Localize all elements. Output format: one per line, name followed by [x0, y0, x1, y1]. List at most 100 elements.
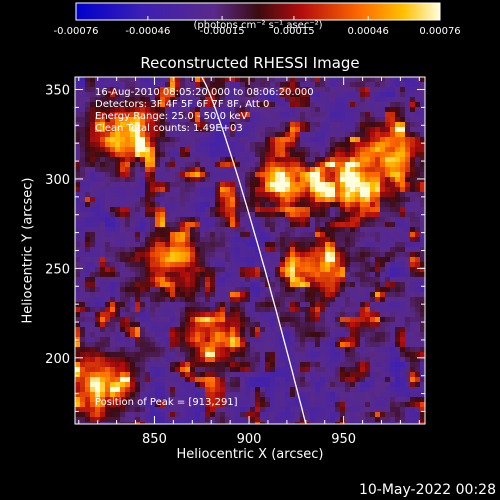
heatmap-cell [385, 122, 391, 128]
heatmap-cell [125, 362, 131, 368]
heatmap-cell [350, 212, 356, 218]
heatmap-cell [260, 352, 266, 358]
heatmap-cell [280, 347, 286, 353]
heatmap-cell [365, 352, 371, 358]
heatmap-cell [210, 132, 216, 138]
heatmap-cell [255, 137, 261, 143]
heatmap-cell [105, 332, 111, 338]
heatmap-cell [395, 362, 401, 368]
heatmap-cell [140, 317, 146, 323]
heatmap-cell [115, 387, 121, 393]
heatmap-cell [335, 82, 341, 88]
heatmap-cell [290, 137, 296, 143]
heatmap-cell [370, 217, 376, 223]
heatmap-cell [330, 197, 336, 203]
heatmap-cell [170, 177, 176, 183]
heatmap-cell [190, 237, 196, 243]
heatmap-cell [150, 82, 156, 88]
heatmap-cell [95, 82, 101, 88]
heatmap-cell [290, 187, 296, 193]
heatmap-cell [180, 77, 186, 83]
heatmap-cell [315, 102, 321, 108]
heatmap-cell [270, 152, 276, 158]
heatmap-cell [335, 292, 341, 298]
heatmap-cell [250, 102, 256, 108]
heatmap-cell [360, 212, 366, 218]
heatmap-cell [340, 357, 346, 363]
heatmap-cell [295, 242, 301, 248]
heatmap-cell [100, 127, 106, 133]
heatmap-cell [80, 252, 86, 258]
heatmap-cell [135, 417, 141, 423]
heatmap-cell [80, 217, 86, 223]
heatmap-cell [380, 252, 386, 258]
heatmap-cell [315, 387, 321, 393]
heatmap-cell [100, 247, 106, 253]
heatmap-cell [100, 322, 106, 328]
heatmap-cell [175, 187, 181, 193]
heatmap-cell [185, 287, 191, 293]
heatmap-cell [225, 102, 231, 108]
heatmap-cell [160, 97, 166, 103]
heatmap-cell [190, 397, 196, 403]
heatmap-cell [280, 202, 286, 208]
heatmap-cell [315, 397, 321, 403]
heatmap-cell [395, 147, 401, 153]
heatmap-cell [230, 402, 236, 408]
heatmap-cell [90, 247, 96, 253]
heatmap-cell [420, 147, 425, 153]
heatmap-cell [225, 132, 231, 138]
heatmap-cell [200, 187, 206, 193]
heatmap-cell [200, 287, 206, 293]
heatmap-cell [235, 137, 241, 143]
heatmap-cell [230, 272, 236, 278]
heatmap-cell [415, 97, 421, 103]
heatmap-cell [265, 377, 271, 383]
heatmap-cell [85, 232, 91, 238]
heatmap-cell [355, 127, 361, 133]
heatmap-cell [170, 327, 176, 333]
heatmap-cell [240, 117, 246, 123]
heatmap-cell [120, 132, 126, 138]
heatmap-cell [265, 242, 271, 248]
heatmap-cell [135, 242, 141, 248]
heatmap-cell [290, 282, 296, 288]
heatmap-cell [200, 272, 206, 278]
heatmap-cell [120, 232, 126, 238]
heatmap-cell [305, 307, 311, 313]
heatmap-cell [410, 337, 416, 343]
heatmap-cell [125, 117, 131, 123]
heatmap-cell [210, 242, 216, 248]
heatmap-cell [135, 212, 141, 218]
heatmap-cell [120, 247, 126, 253]
heatmap-cell [120, 217, 126, 223]
heatmap-cell [130, 367, 136, 373]
heatmap-cell [420, 412, 425, 418]
heatmap-cell [95, 307, 101, 313]
heatmap-cell [180, 297, 186, 303]
heatmap-cell [185, 317, 191, 323]
heatmap-cell [250, 372, 256, 378]
heatmap-cell [240, 227, 246, 233]
heatmap-cell [220, 137, 226, 143]
heatmap-cell [145, 282, 151, 288]
heatmap-cell [245, 92, 251, 98]
heatmap-cell [225, 322, 231, 328]
heatmap-cell [260, 77, 266, 83]
heatmap-cell [125, 272, 131, 278]
heatmap-cell [275, 417, 281, 423]
heatmap-cell [170, 107, 176, 113]
heatmap-cell [110, 232, 116, 238]
heatmap-cell [310, 292, 316, 298]
heatmap-cell [405, 297, 411, 303]
heatmap-cell [360, 227, 366, 233]
heatmap-cell [275, 337, 281, 343]
heatmap-cell [260, 392, 266, 398]
heatmap-cell [240, 312, 246, 318]
heatmap-cell [150, 147, 156, 153]
heatmap-cell [80, 197, 86, 203]
heatmap-cell [140, 167, 146, 173]
heatmap-cell [175, 97, 181, 103]
heatmap-cell [75, 222, 81, 228]
heatmap-cell [340, 337, 346, 343]
